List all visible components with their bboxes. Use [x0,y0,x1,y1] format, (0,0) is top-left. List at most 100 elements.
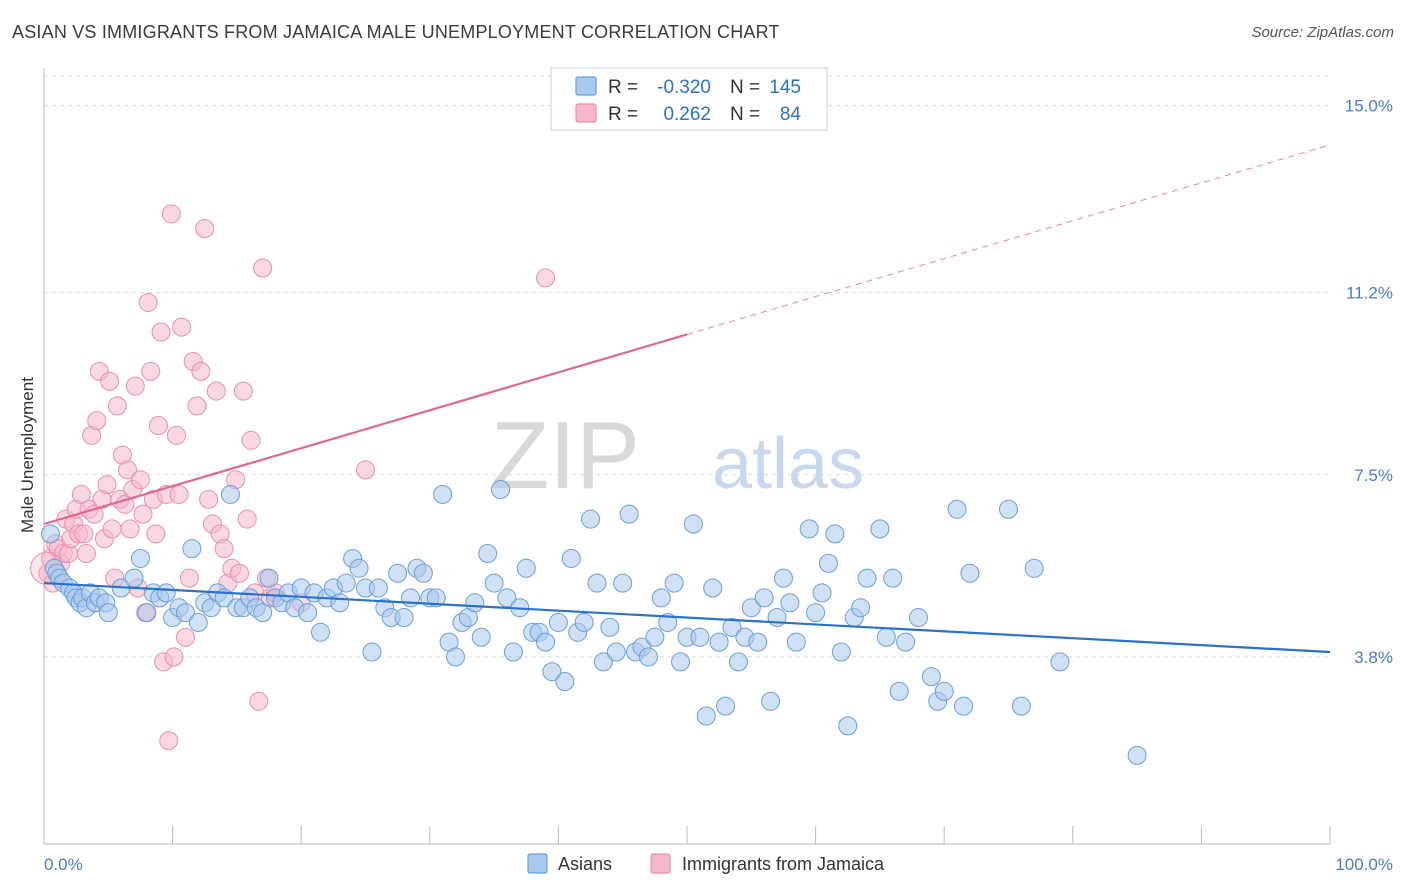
asian-point [651,588,671,608]
asian-point [908,608,928,628]
asian-point [825,524,845,544]
asian-point [722,617,742,637]
legend-bottom-label-jamaica: Immigrants from Jamaica [682,854,885,874]
asian-point [619,504,639,524]
jamaica-point [125,376,145,396]
jamaica-point [164,647,184,667]
jamaica-point [179,568,199,588]
jamaica-point [133,504,153,524]
asian-point [536,632,556,652]
asian-point [664,573,684,593]
legend-n-label: N = [730,104,760,125]
asian-point [960,563,980,583]
watermark-atlas: atlas [712,424,864,504]
tick-labels: 3.8% 7.5% 11.2% 15.0% 0.0% 100.0% [44,97,1393,874]
asian-point [1050,652,1070,672]
legend-n-value: 84 [780,104,802,125]
asian-points [40,480,1147,765]
asian-point [220,484,240,504]
y-tick-label: 3.8% [1354,648,1393,667]
jamaica-trend-extension [686,144,1331,335]
jamaica-point [118,460,138,480]
asian-point [574,612,594,632]
jamaica-point [195,219,215,239]
jamaica-point [253,258,273,278]
asian-point [696,706,716,726]
asian-point [394,608,414,628]
asian-point [188,612,208,632]
asian-point [812,583,832,603]
x-tick-label: 0.0% [44,855,83,874]
asian-point [388,563,408,583]
legend-r-label: R = [608,104,638,125]
jamaica-point [233,381,253,401]
asian-point [703,578,723,598]
legend-series: Asians Immigrants from Jamaica [527,853,885,874]
asian-point [124,568,144,588]
watermark: ZIP atlas [491,402,864,509]
jamaica-trend-line [43,333,688,526]
asian-point [446,647,466,667]
jamaica-point [175,627,195,647]
asian-point [876,627,896,647]
jamaica-point [214,539,234,559]
asian-point [581,509,601,529]
jamaica-point [166,425,186,445]
asian-point [799,519,819,539]
legend-n-label: N = [730,77,760,98]
axes [43,68,1331,845]
asian-point [413,563,433,583]
asian-point [491,480,511,500]
asian-point [130,548,150,568]
asian-point [561,548,581,568]
legend-r-value: -0.320 [657,77,711,98]
asian-point [1127,745,1147,765]
asian-point [182,539,202,559]
asian-point [773,568,793,588]
asian-point [259,568,279,588]
legend-bottom-swatch-asians [527,853,548,874]
asian-point [709,632,729,652]
legend-n-value: 145 [769,77,801,98]
jamaica-point [161,204,181,224]
asian-point [934,681,954,701]
asian-point [465,593,485,613]
jamaica-point [102,519,122,539]
asian-point [857,568,877,588]
asian-point [883,568,903,588]
asian-point [484,573,504,593]
asian-point [748,632,768,652]
asian-point [368,578,388,598]
asian-point [156,583,176,603]
asian-point [503,642,523,662]
asian-point [1024,558,1044,578]
asian-point [310,622,330,642]
jamaica-point [100,371,120,391]
legend-swatch-jamaica [575,103,597,123]
legend-box [550,67,828,131]
asian-point [838,716,858,736]
asian-point [947,499,967,519]
jamaica-point [130,470,150,490]
asian-point [761,691,781,711]
jamaica-point [76,544,96,564]
jamaica-point [151,322,171,342]
chart-title: ASIAN VS IMMIGRANTS FROM JAMAICA MALE UN… [12,22,780,42]
asian-point [587,573,607,593]
asian-point [1011,696,1031,716]
asian-point [831,642,851,662]
asian-point [953,696,973,716]
y-tick-label: 11.2% [1346,284,1393,303]
x-tick-label: 100.0% [1335,855,1393,874]
jamaica-point [241,430,261,450]
jamaica-point [172,317,192,337]
asian-trend-line [43,581,1331,654]
asian-point [253,603,273,623]
asian-point [999,499,1018,519]
y-axis-label: Male Unemployment [18,377,37,533]
asian-point [786,632,806,652]
asian-point [658,612,678,632]
asian-point [433,484,453,504]
asian-point [851,598,871,618]
asian-point [921,667,941,687]
